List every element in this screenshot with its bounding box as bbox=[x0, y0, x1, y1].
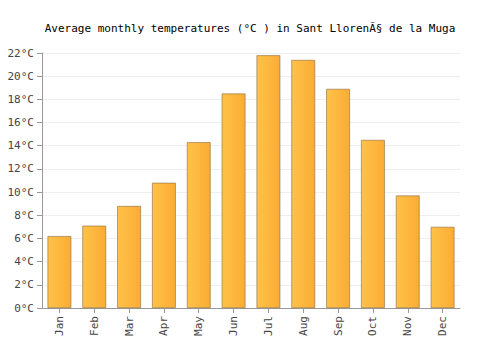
svg-text:0°C: 0°C bbox=[14, 302, 34, 315]
svg-text:4°C: 4°C bbox=[14, 255, 34, 268]
svg-text:Jul: Jul bbox=[262, 316, 275, 336]
svg-text:Sep: Sep bbox=[332, 316, 345, 336]
svg-text:2°C: 2°C bbox=[14, 278, 34, 291]
svg-text:12°C: 12°C bbox=[8, 162, 35, 175]
svg-text:8°C: 8°C bbox=[14, 209, 34, 222]
svg-text:10°C: 10°C bbox=[8, 186, 35, 199]
svg-text:Oct: Oct bbox=[366, 316, 379, 336]
svg-text:May: May bbox=[192, 316, 205, 336]
svg-text:Dec: Dec bbox=[436, 316, 449, 336]
svg-text:20°C: 20°C bbox=[8, 70, 35, 83]
svg-text:Mar: Mar bbox=[123, 316, 136, 336]
svg-text:18°C: 18°C bbox=[8, 93, 35, 106]
svg-text:Feb: Feb bbox=[88, 316, 101, 336]
svg-text:16°C: 16°C bbox=[8, 116, 35, 129]
svg-text:Jun: Jun bbox=[227, 316, 240, 336]
svg-text:Aug: Aug bbox=[297, 316, 310, 336]
svg-text:Jan: Jan bbox=[53, 316, 66, 336]
svg-text:22°C: 22°C bbox=[8, 47, 35, 60]
svg-text:6°C: 6°C bbox=[14, 232, 34, 245]
svg-text:Nov: Nov bbox=[401, 316, 414, 336]
svg-text:Apr: Apr bbox=[157, 316, 170, 336]
svg-text:14°C: 14°C bbox=[8, 139, 35, 152]
svg-text:Average monthly temperatures (: Average monthly temperatures (°C ) in Sa… bbox=[45, 22, 456, 35]
